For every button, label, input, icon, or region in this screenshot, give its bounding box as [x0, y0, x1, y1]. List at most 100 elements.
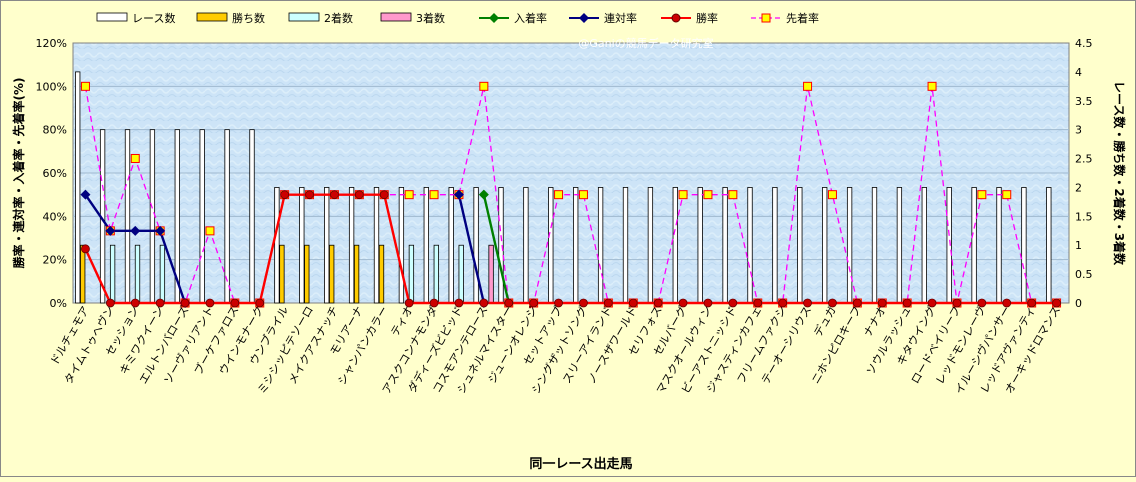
legend-label: 勝率: [696, 11, 718, 25]
bar: [299, 187, 305, 304]
point: [454, 298, 464, 308]
point: [803, 298, 812, 308]
bar: [548, 187, 554, 304]
bar: [473, 187, 479, 304]
left-tick-label: 60%: [43, 167, 67, 180]
bar: [523, 187, 529, 304]
point: [902, 298, 912, 308]
bar: [772, 187, 778, 304]
series-line: [482, 194, 510, 304]
bar: [199, 129, 205, 304]
point: [205, 298, 215, 308]
category-labels: ドルチェモアタイムトゥヘヴンセッションキミワクイーンエルトンバローズソーヴァリア…: [48, 304, 1063, 397]
point: [280, 190, 290, 200]
bar: [398, 187, 405, 304]
point: [678, 298, 688, 308]
legend: レース数 勝ち数 2着数 3着数 入着率 連対率 勝率 先着率: [96, 11, 819, 25]
point: [877, 298, 887, 308]
bar: [1021, 187, 1027, 304]
point: [479, 81, 489, 91]
bar: [622, 187, 629, 304]
point: [778, 298, 788, 308]
bar: [672, 187, 678, 304]
bar: [846, 187, 853, 304]
right-tick-label: 3: [1075, 124, 1082, 137]
point: [81, 244, 90, 254]
point: [803, 81, 813, 91]
bar: [348, 187, 355, 304]
bar: [1046, 187, 1052, 304]
point: [952, 298, 962, 308]
point: [1027, 298, 1037, 308]
legend-marker: [579, 13, 589, 23]
legend-label: 2着数: [324, 11, 353, 25]
bar: [75, 71, 81, 304]
right-tick-label: 0: [1075, 297, 1082, 310]
point: [429, 190, 439, 200]
point: [379, 190, 389, 200]
point: [105, 225, 116, 236]
point: [404, 298, 414, 308]
bar: [373, 187, 380, 304]
bar: [971, 187, 977, 304]
bar: [822, 187, 828, 304]
bar: [249, 129, 255, 304]
point: [603, 298, 613, 308]
bar: [134, 244, 141, 304]
lines: [80, 81, 1062, 308]
point: [80, 81, 90, 91]
y-axis-label-right: レース数・勝ち数・2着数・3着数: [1112, 81, 1127, 266]
gridlines: [73, 85, 1069, 261]
bar: [353, 244, 360, 304]
left-tick-label: 20%: [43, 254, 67, 267]
point: [653, 298, 663, 308]
legend-label: レース数: [132, 12, 175, 25]
series-line: [84, 193, 1057, 305]
bar: [458, 244, 464, 304]
series-line: [457, 194, 486, 304]
point: [678, 190, 688, 200]
legend-marker: [489, 13, 499, 23]
bar: [448, 187, 454, 304]
bar: [279, 244, 285, 304]
point: [827, 190, 837, 200]
right-tick-label: 3.5: [1075, 95, 1093, 108]
bar: [324, 187, 330, 304]
legend-swatch: [96, 12, 128, 22]
left-tick-label: 80%: [43, 124, 67, 137]
legend-label: 3着数: [416, 11, 445, 25]
point: [354, 190, 364, 200]
bar: [597, 187, 604, 304]
point: [703, 298, 713, 308]
right-axis: 0 0.5 1 1.5 2 2.5 3 3.5 4 4.5: [1075, 37, 1093, 310]
bar: [109, 244, 116, 304]
bar: [996, 187, 1002, 304]
legend-marker: [671, 13, 681, 23]
bar: [124, 129, 131, 304]
category-label: ニホンピロキーフ: [809, 304, 864, 386]
legend-label: 連対率: [604, 11, 637, 25]
bar: [722, 187, 728, 304]
point: [130, 298, 140, 308]
point: [1002, 298, 1012, 308]
bar: [304, 244, 310, 304]
point: [852, 298, 862, 308]
right-tick-label: 1: [1075, 239, 1082, 252]
legend-label: 入着率: [514, 11, 547, 25]
left-tick-label: 120%: [36, 37, 67, 50]
point: [578, 190, 588, 200]
point: [180, 298, 190, 308]
bar: [378, 244, 385, 304]
point: [1002, 190, 1012, 200]
point: [479, 298, 489, 308]
bar: [896, 187, 903, 304]
left-tick-label: 100%: [36, 80, 67, 93]
bar: [80, 244, 86, 304]
point: [255, 298, 265, 308]
point: [429, 298, 439, 308]
point: [554, 190, 564, 200]
legend-swatch: [196, 12, 228, 22]
bar: [647, 187, 654, 304]
point: [404, 190, 414, 200]
